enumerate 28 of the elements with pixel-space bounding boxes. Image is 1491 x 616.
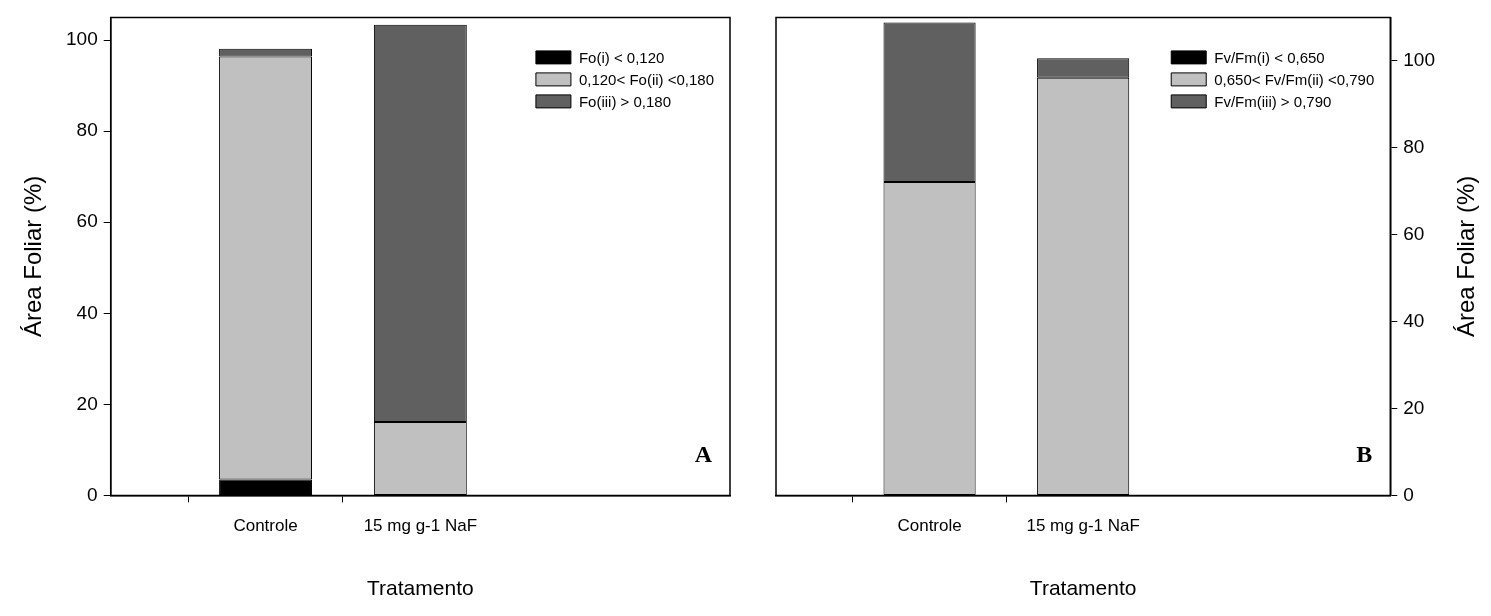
y2-tick-label: 100 [1403, 49, 1435, 71]
y-tick-label: 20 [76, 392, 98, 414]
legend-label: Fv/Fm(i) < 0,650 [1214, 48, 1325, 66]
y2-axis-title: Área Foliar (%) [1451, 175, 1479, 338]
legend-label: 0,650< Fv/Fm(ii) <0,790 [1214, 70, 1375, 88]
y-tick-label: 40 [76, 301, 98, 323]
legend-label: Fo(iii) > 0,180 [578, 92, 672, 110]
y-tick-label: 80 [76, 119, 98, 141]
y2-tick-label: 40 [1403, 309, 1425, 331]
y-tick-label: 60 [76, 210, 98, 232]
y2-tick-label: 0 [1403, 483, 1414, 505]
x-tick-label: 15 mg g-1 NaF [1026, 516, 1140, 536]
x-tick-label: Controle [233, 516, 298, 536]
legend-label: Fv/Fm(iii) > 0,790 [1214, 92, 1332, 110]
y-tick-label: 100 [66, 28, 98, 50]
y2-tick-label: 80 [1403, 136, 1425, 157]
x-axis-title: Tratamento [1029, 576, 1137, 600]
y2-tick-label: 60 [1403, 222, 1425, 244]
y2-tick-label: 20 [1403, 396, 1425, 418]
annotation: A [694, 440, 713, 467]
x-tick-label: 15 mg g-1 NaF [363, 516, 478, 536]
x-tick-label: Controle [897, 516, 962, 536]
legend-label: 0,120< Fo(ii) <0,180 [578, 70, 715, 88]
annotation: B [1356, 440, 1373, 467]
y-tick-label: 0 [87, 483, 98, 505]
y-axis-title: Área Foliar (%) [18, 175, 46, 338]
legend-label: Fo(i) < 0,120 [578, 48, 665, 66]
x-axis-title: Tratamento [367, 576, 474, 600]
